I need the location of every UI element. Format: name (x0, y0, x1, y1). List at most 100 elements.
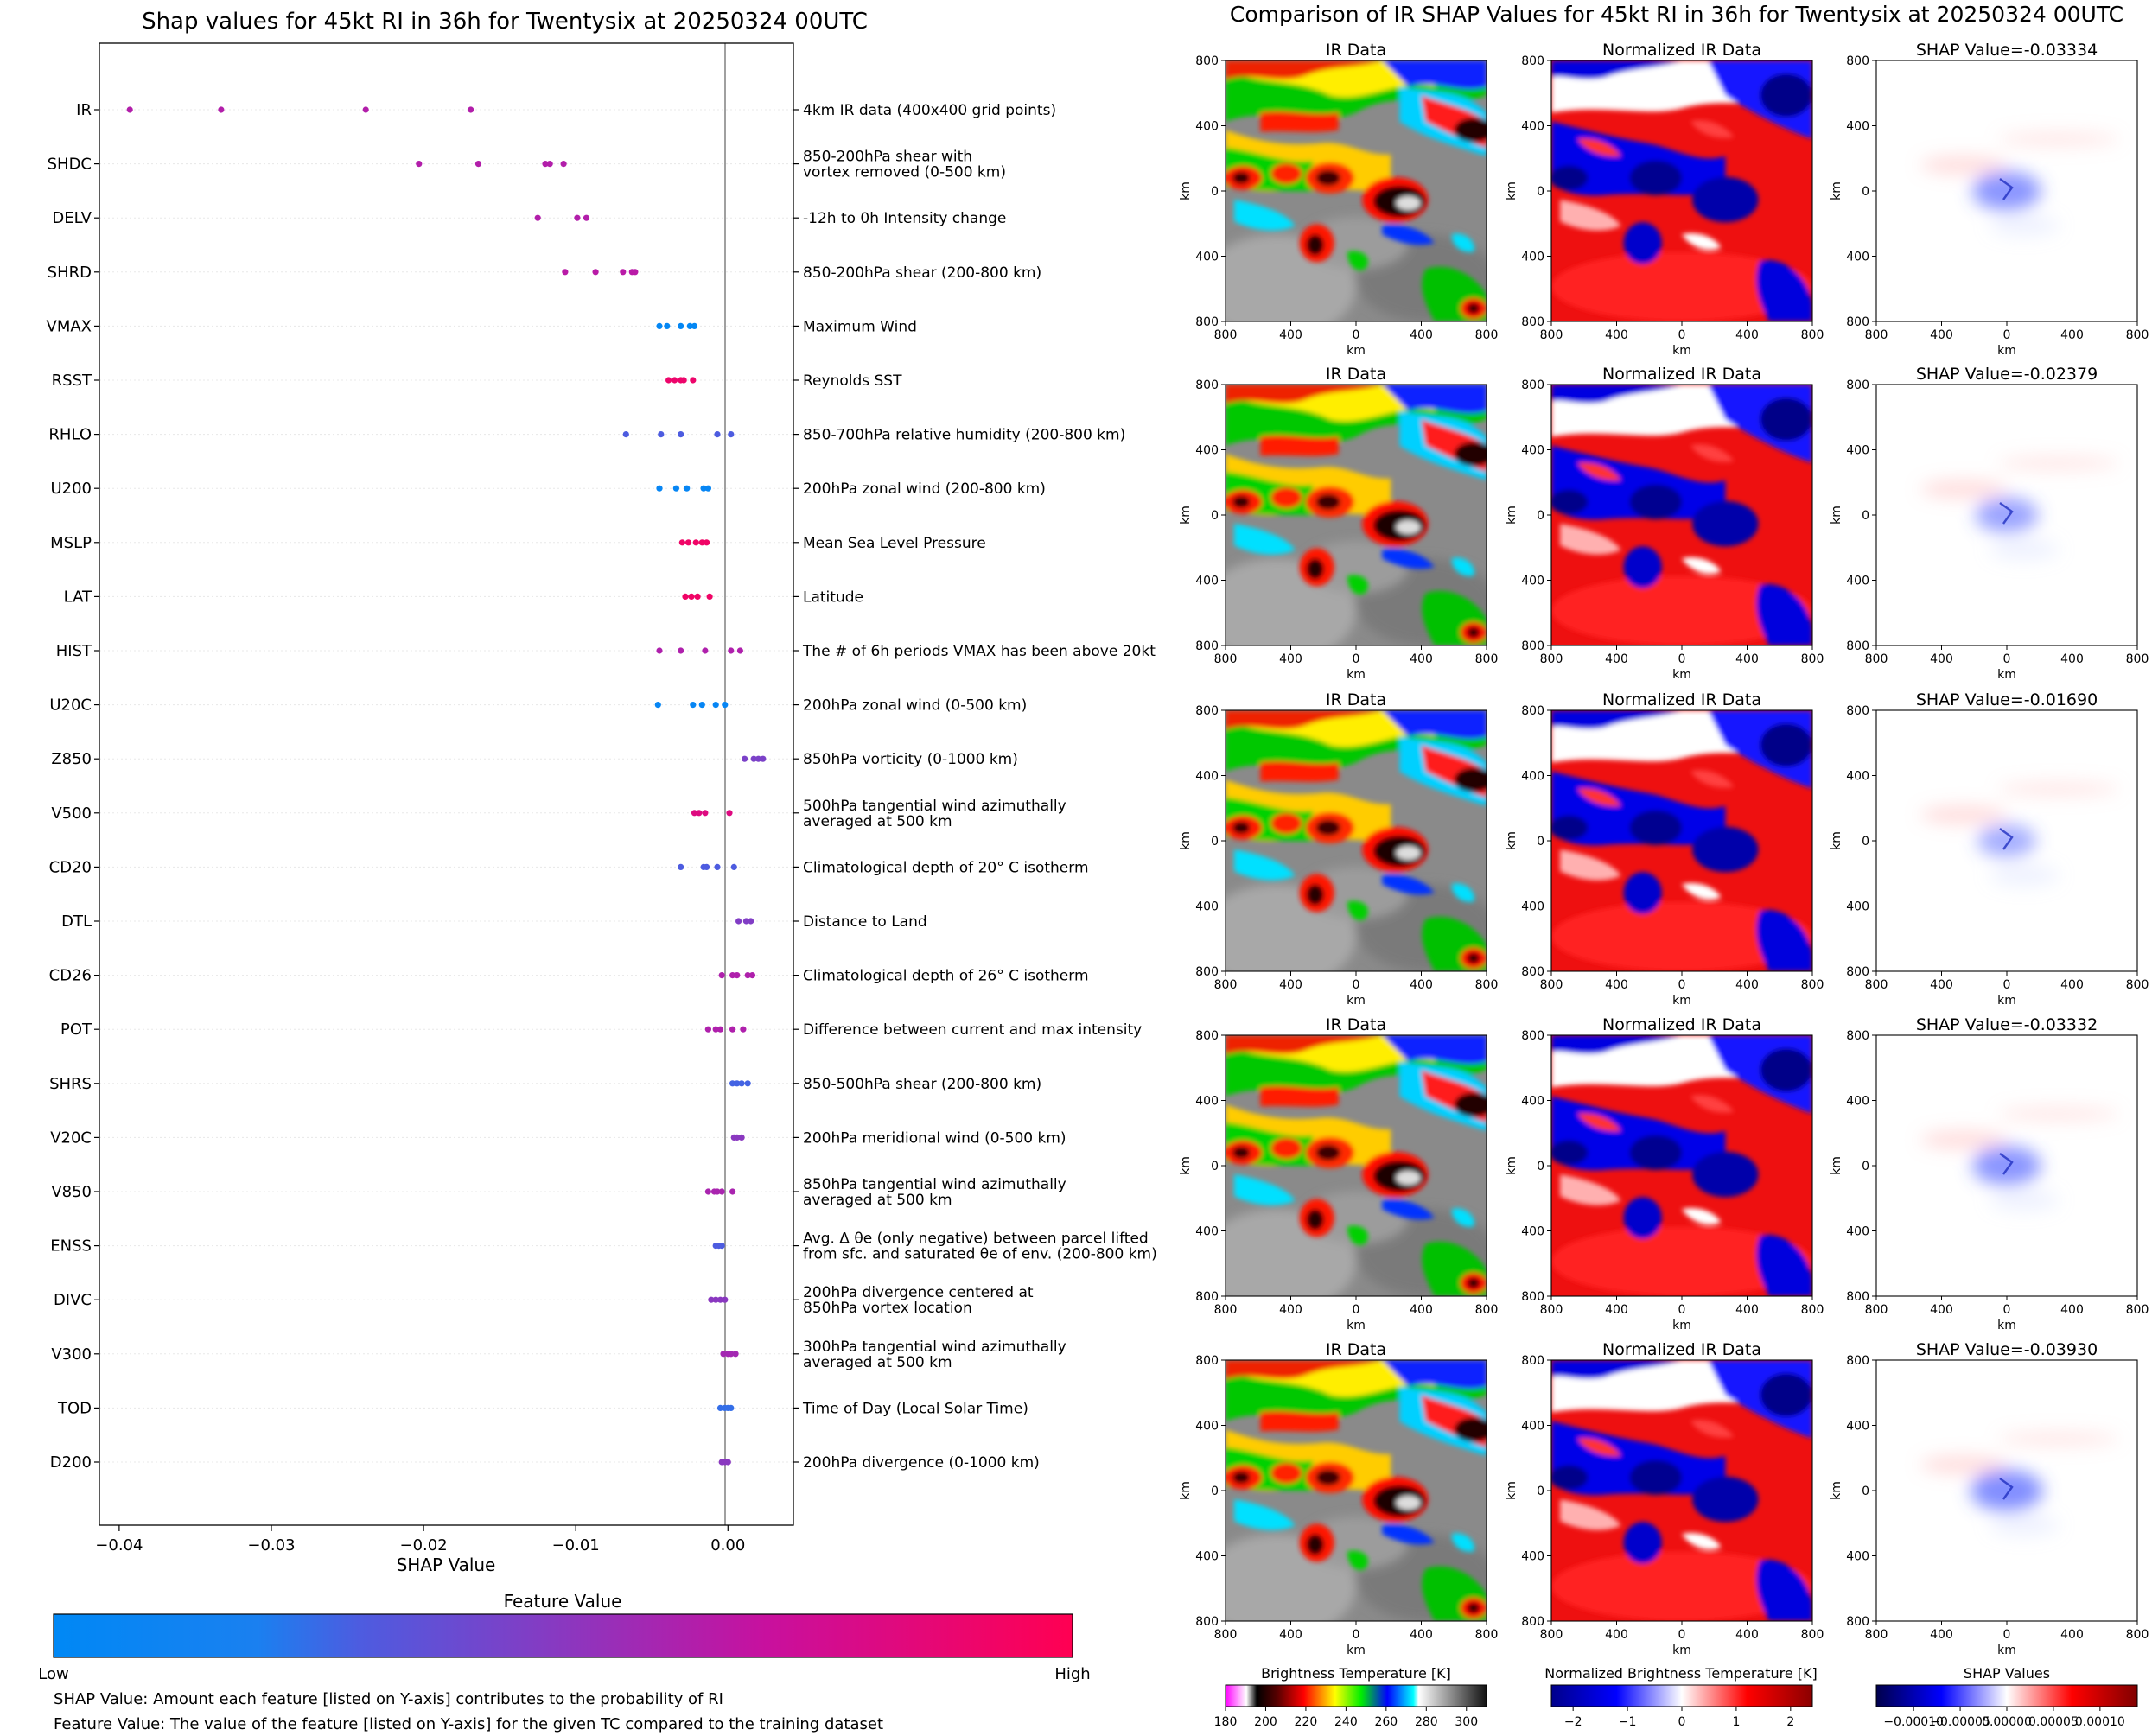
feature-name-label: RSST (52, 372, 92, 390)
positive-region (1920, 806, 2007, 823)
colorbar-tick-label: 300 (1455, 1715, 1478, 1729)
shap-point (718, 1243, 725, 1250)
x-tick-label: 400 (1605, 1303, 1628, 1317)
feature-name-label: SHDC (48, 156, 92, 174)
y-tick-label: 0 (1862, 509, 1869, 523)
feature-description-label: 850-200hPa shear with (803, 149, 972, 166)
brightness-temperature-colorbar: Brightness Temperature [K] 180 200 220 240 2… (1214, 1665, 1487, 1729)
y-axis-label: km (1505, 831, 1518, 850)
x-axis-label: km (1672, 668, 1691, 682)
y-tick-label: 800 (1846, 315, 1869, 329)
panel-title: IR Data (1326, 1340, 1386, 1359)
shap-core-streak (1999, 1153, 2014, 1175)
shap-point (742, 755, 748, 762)
shap-point (672, 377, 678, 384)
y-tick-label: 0 (1862, 1485, 1869, 1498)
feature-description-label: 500hPa tangential wind azimuthally (803, 798, 1066, 815)
colorbar-tick-label: 240 (1334, 1715, 1358, 1729)
feature-description-label: from sfc. and saturated θe of env. (200-… (803, 1246, 1157, 1263)
y-tick-label: 800 (1195, 1290, 1219, 1304)
shap-point (546, 161, 553, 168)
x-tick-label: 400 (1735, 978, 1759, 992)
y-tick-label: 0 (1537, 185, 1544, 199)
shap-point (622, 431, 629, 438)
feature-name-label: POT (60, 1021, 92, 1039)
x-tick-label: 800 (1214, 1303, 1238, 1317)
feature-name-label: Z850 (51, 750, 92, 768)
colorbar-high-label: High (1054, 1665, 1090, 1683)
x-tick-label: 0 (1353, 1303, 1360, 1317)
y-tick-label: 400 (1846, 1095, 1869, 1109)
feature-name-label: HIST (56, 642, 92, 660)
x-tick-label: 800 (1475, 652, 1499, 666)
shap-point (740, 1026, 747, 1033)
y-tick-label: 800 (1521, 1354, 1544, 1368)
ir-panel: SHAP Value=-0.03930800800400400004004008… (1830, 1340, 2149, 1657)
shap-summary-chart: Shap values for 45kt RI in 36h for Twent… (38, 9, 1156, 1733)
x-tick-label: 800 (1801, 1303, 1824, 1317)
feature-name-label: D200 (50, 1453, 92, 1472)
feature-name-label: IR (76, 101, 92, 119)
shap-panel-title: SHAP Value=-0.03930 (1916, 1340, 2098, 1359)
panel-title: Normalized IR Data (1602, 690, 1761, 709)
feature-description-label: Reynolds SST (803, 372, 902, 390)
y-tick-label: 0 (1862, 835, 1869, 849)
colorbar-tick-label: 0.00010 (2075, 1715, 2125, 1729)
ir-panel: Normalized IR Data8008004004000040040080… (1505, 41, 1824, 358)
x-tick-label: 0.00 (710, 1536, 745, 1555)
shap-attribution-field (1920, 782, 2119, 886)
colorbar-tick-label: 0.00000 (1982, 1715, 2032, 1729)
feature-name-label: LAT (64, 588, 92, 606)
x-tick-label: 0 (1678, 1303, 1686, 1317)
y-axis-label: km (1830, 831, 1843, 850)
x-tick-label: 0 (1678, 978, 1686, 992)
x-axis-label: km (1997, 344, 2016, 358)
x-axis-label: km (1347, 344, 1366, 358)
shap-point (729, 1026, 736, 1033)
negative-region (1977, 823, 2036, 858)
y-tick-label: 400 (1521, 770, 1544, 784)
x-tick-label: 400 (2060, 1628, 2084, 1642)
negative-region (1971, 1470, 2043, 1511)
feature-description-label: 4km IR data (400x400 grid points) (803, 102, 1056, 119)
x-axis-label: km (1997, 994, 2016, 1008)
x-tick-label: −0.01 (552, 1536, 600, 1555)
y-tick-label: 400 (1846, 1225, 1869, 1239)
x-axis-label: SHAP Value (397, 1555, 496, 1575)
feature-description-label: Difference between current and max inten… (803, 1021, 1142, 1039)
shap-point (714, 431, 721, 438)
shap-point (218, 106, 225, 113)
x-tick-label: 800 (1214, 1628, 1238, 1642)
panel-title: IR Data (1326, 41, 1386, 60)
shap-point (682, 593, 689, 601)
feature-name-label: RHLO (48, 426, 92, 444)
ir-panel: Normalized IR Data8008004004000040040080… (1505, 1015, 1824, 1332)
shap-core-streak (1999, 502, 2014, 525)
x-tick-label: 800 (1475, 1303, 1499, 1317)
normalized-temperature-colorbar: Normalized Brightness Temperature [K] −2… (1544, 1665, 1818, 1729)
shap-point (738, 1134, 745, 1141)
x-tick-label: −0.02 (399, 1536, 447, 1555)
shap-point (688, 593, 695, 601)
ir-panel: SHAP Value=-0.03334800800400400004004008… (1830, 41, 2149, 358)
y-tick-label: 400 (1521, 120, 1544, 134)
y-tick-label: 400 (1521, 1095, 1544, 1109)
colorbar-tick-label: 280 (1415, 1715, 1438, 1729)
colorbar-tick-label: 200 (1254, 1715, 1277, 1729)
colorbar-tick-label: −2 (1564, 1715, 1582, 1729)
shap-point (126, 106, 133, 113)
ir-panel: SHAP Value=-0.02379800800400400004004008… (1830, 365, 2149, 682)
y-tick-label: 400 (1846, 444, 1869, 458)
shap-point (750, 755, 757, 762)
note-feature-value: Feature Value: The value of the feature … (54, 1715, 883, 1733)
right-chart-title: Comparison of IR SHAP Values for 45kt RI… (1230, 2, 2123, 27)
shap-point (706, 593, 713, 601)
colorbar-tick-label: 2 (1786, 1715, 1794, 1729)
y-axis-label: km (1505, 1481, 1518, 1500)
feature-description-label: 850hPa tangential wind azimuthally (803, 1176, 1066, 1193)
x-tick-label: 0 (1353, 328, 1360, 342)
shap-point (416, 161, 423, 168)
shap-point (718, 972, 725, 979)
shap-point (742, 918, 750, 925)
feature-names: IR SHDC DELV SHRD VMAX RSST RHLO U200 MSLP LAT HIS… (47, 101, 99, 1472)
